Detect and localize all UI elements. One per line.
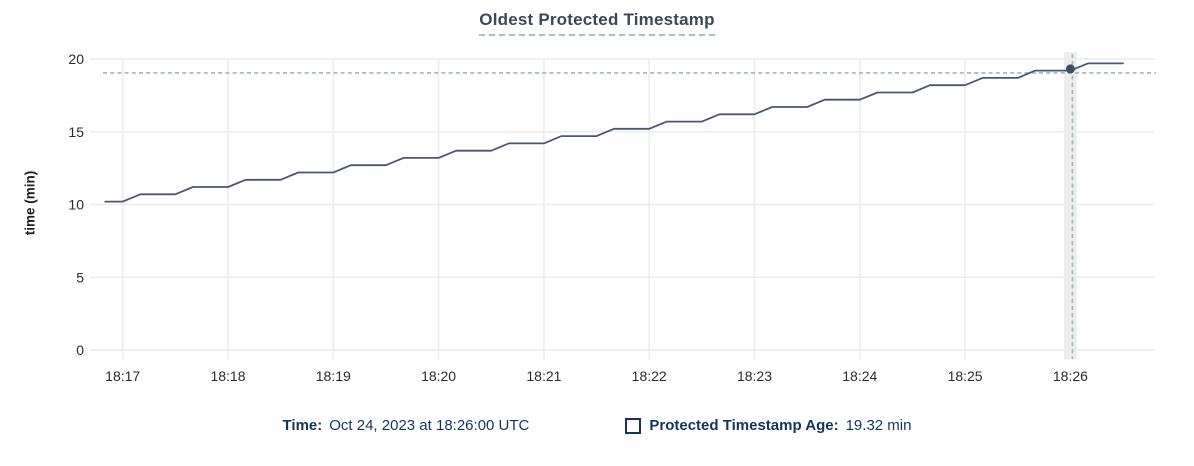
hover-time: Time: Oct 24, 2023 at 18:26:00 UTC [283,417,530,434]
hover-band [1063,52,1077,360]
legend-swatch-icon[interactable] [625,417,642,434]
legend-label: Protected Timestamp Age: [649,417,839,434]
chart-title[interactable]: Oldest Protected Timestamp [479,10,715,36]
x-tick-label: 18:25 [948,368,983,384]
y-tick-label: 5 [76,269,84,285]
x-tick-label: 18:23 [737,368,772,384]
x-tick-label: 18:22 [632,368,667,384]
time-value: Oct 24, 2023 at 18:26:00 UTC [329,417,530,434]
series-line-protected-timestamp-age [104,62,1124,203]
x-tick-label: 18:17 [105,368,140,384]
legend-value: 19.32 min [845,417,912,434]
x-tick-label: 18:24 [842,368,877,384]
x-tick-label: 18:20 [421,368,456,384]
y-tick-label: 10 [68,197,84,213]
x-tick-label: 18:21 [526,368,561,384]
legend-item-protected-timestamp-age[interactable]: Protected Timestamp Age: 19.32 min [625,417,911,434]
timeseries-chart[interactable]: 0 5 10 15 20 18:17 18:18 18:19 18:20 18:21 18:22 18… [0,0,1194,410]
y-tick-label: 0 [76,342,84,358]
hover-point [1065,64,1075,74]
x-tick-label: 18:26 [1053,368,1088,384]
y-tick-label: 15 [68,124,84,140]
chart-footer: Time: Oct 24, 2023 at 18:26:00 UTC Prote… [0,417,1194,434]
time-label: Time: [282,417,323,434]
x-tick-label: 18:19 [316,368,351,384]
x-tick-label: 18:18 [210,368,245,384]
chart-title-row: Oldest Protected Timestamp [0,10,1194,36]
y-tick-label: 20 [68,51,84,67]
